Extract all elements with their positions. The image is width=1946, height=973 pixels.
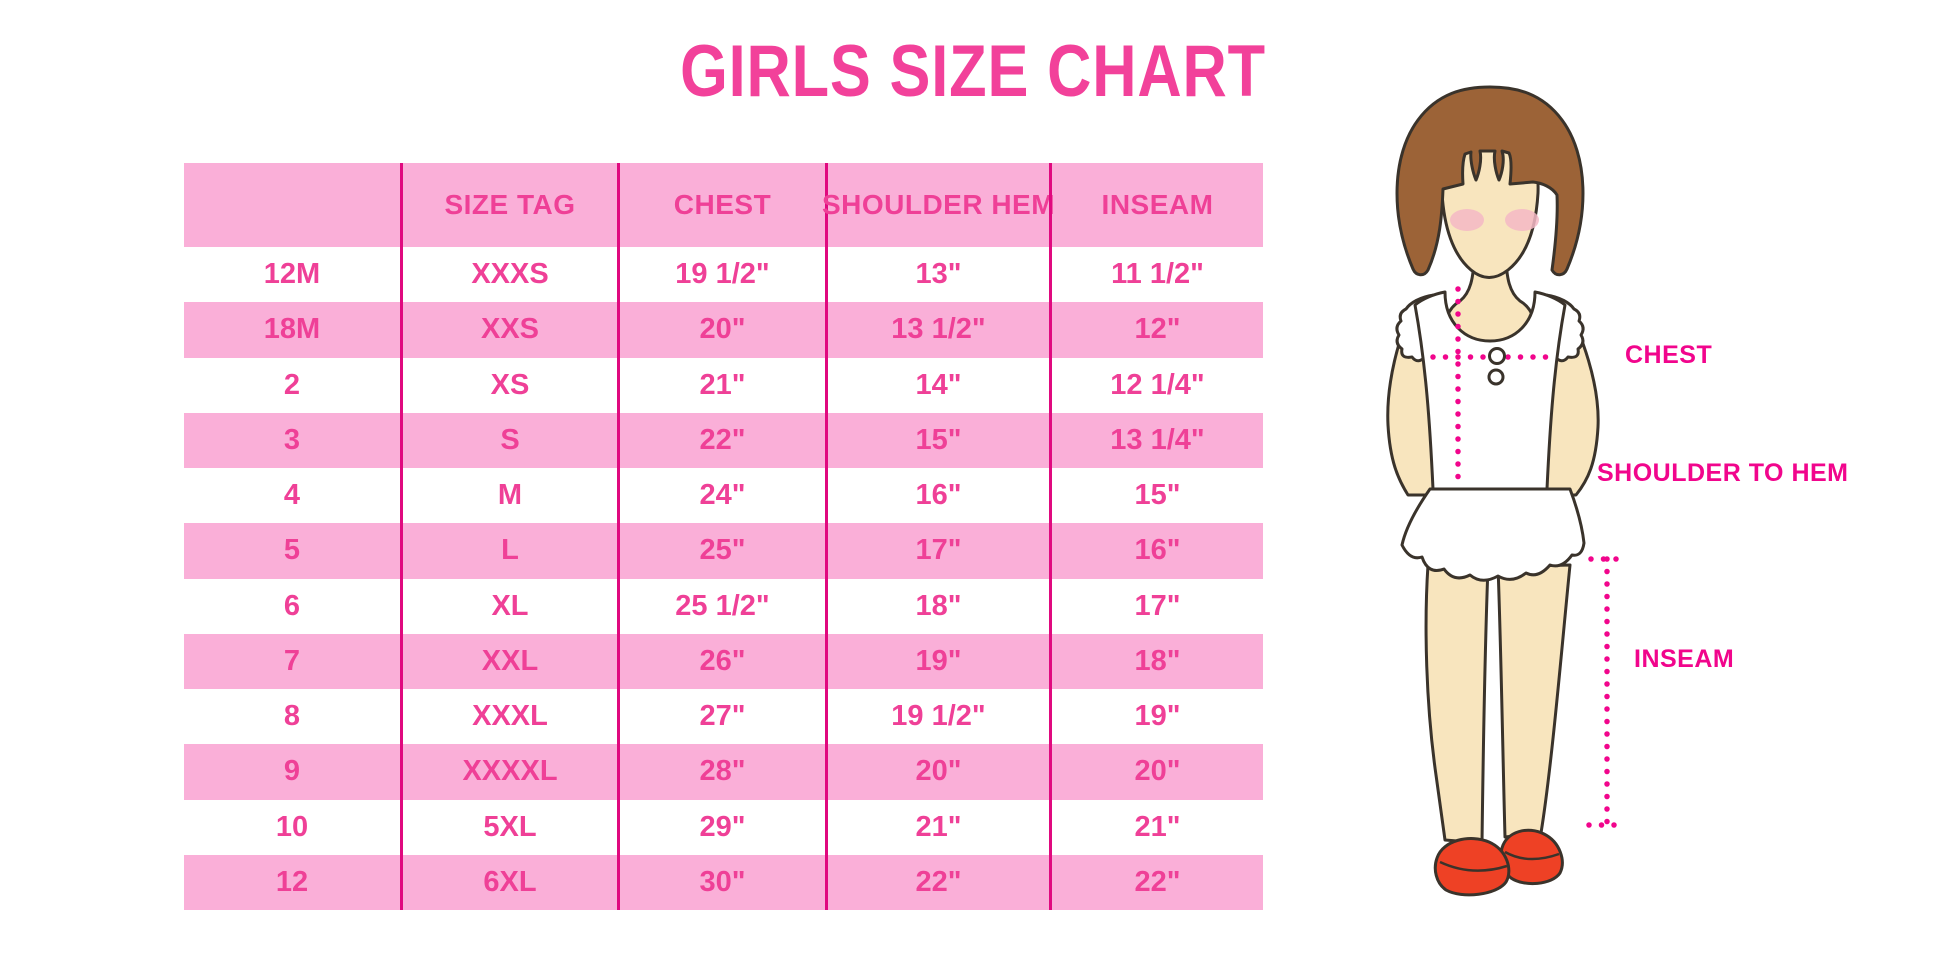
table-cell: 21" <box>1049 799 1263 855</box>
table-cell: 11 1/2" <box>1049 247 1263 303</box>
table-row: 9 XXXXL 28" 20" 20" <box>184 744 1263 800</box>
legs <box>1424 563 1572 845</box>
table-cell: 5XL <box>400 799 617 855</box>
table-cell: 29" <box>617 799 825 855</box>
table-row: 12M XXXS 19 1/2" 13" 11 1/2" <box>184 247 1263 303</box>
dress-buttons <box>1487 347 1506 386</box>
table-cell: L <box>400 523 617 579</box>
table-cell: 14" <box>825 357 1049 413</box>
table-cell: 18" <box>1049 633 1263 689</box>
table-cell: XS <box>400 357 617 413</box>
table-row: 7 XXL 26" 19" 18" <box>184 633 1263 689</box>
dress-top <box>1413 290 1567 491</box>
table-cell: 21" <box>825 799 1049 855</box>
table-cell: 19 1/2" <box>617 247 825 303</box>
blush-left <box>1450 209 1484 231</box>
table-cell: 22" <box>1049 854 1263 910</box>
hair <box>1395 85 1585 277</box>
page-title: GIRLS SIZE CHART <box>680 31 1266 112</box>
size-table: SIZE TAG CHEST SHOULDER HEM INSEAM 12M XXXS 1… <box>184 163 1263 910</box>
column-header-blank <box>184 163 400 247</box>
table-cell: 12" <box>1049 302 1263 358</box>
table-cell: 24" <box>617 468 825 524</box>
table-cell: XXXL <box>400 689 617 745</box>
table-cell: XXS <box>400 302 617 358</box>
table-cell: 25 1/2" <box>617 578 825 634</box>
table-row: 8 XXXL 27" 19 1/2" 19" <box>184 689 1263 745</box>
table-cell: 12M <box>263 258 321 291</box>
table-cell: 12 1/4" <box>1049 357 1263 413</box>
table-cell: 17" <box>825 523 1049 579</box>
table-cell: 18" <box>825 578 1049 634</box>
table-cell: 13 1/2" <box>825 302 1049 358</box>
table-row: 2 XS 21" 14" 12 1/4" <box>184 357 1263 413</box>
table-cell: 13 1/4" <box>1049 412 1263 468</box>
table-cell: 30" <box>617 854 825 910</box>
table-cell: 3 <box>283 423 301 456</box>
table-cell: XXXXL <box>400 744 617 800</box>
table-cell: 19" <box>1049 689 1263 745</box>
table-cell: 15" <box>825 412 1049 468</box>
column-header: SIZE TAG <box>400 163 617 247</box>
shoes <box>1433 828 1564 897</box>
chest-label: CHEST <box>1625 341 1713 369</box>
blush-right <box>1505 209 1539 231</box>
table-cell: 17" <box>1049 578 1263 634</box>
size-table-header: SIZE TAG CHEST SHOULDER HEM INSEAM <box>184 163 1263 247</box>
table-cell: 16" <box>825 468 1049 524</box>
table-cell: 20" <box>1049 744 1263 800</box>
table-row: 10 5XL 29" 21" 21" <box>184 799 1263 855</box>
table-cell: 16" <box>1049 523 1263 579</box>
table-cell: 28" <box>617 744 825 800</box>
table-cell: 9 <box>283 755 301 788</box>
table-cell: 6XL <box>400 854 617 910</box>
table-cell: 22" <box>825 854 1049 910</box>
column-header: SHOULDER HEM <box>822 163 1055 247</box>
table-cell: 26" <box>617 633 825 689</box>
table-cell: M <box>400 468 617 524</box>
table-cell: 20" <box>825 744 1049 800</box>
table-cell: 10 <box>275 810 309 843</box>
table-cell: 5 <box>283 534 301 567</box>
table-cell: 19" <box>825 633 1049 689</box>
table-row: 3 S 22" 15" 13 1/4" <box>184 412 1263 468</box>
table-cell: XXXS <box>400 247 617 303</box>
table-row: 12 6XL 30" 22" 22" <box>184 854 1263 910</box>
table-cell: 25" <box>617 523 825 579</box>
table-cell: 27" <box>617 689 825 745</box>
girl-figure-illustration <box>1386 85 1626 897</box>
table-cell: 12 <box>275 865 309 898</box>
table-row: 18M XXS 20" 13 1/2" 12" <box>184 302 1263 358</box>
table-cell: 4 <box>283 479 301 512</box>
inseam-label: INSEAM <box>1634 645 1735 673</box>
table-cell: 7 <box>283 644 301 677</box>
table-cell: S <box>400 412 617 468</box>
shoulder-to-hem-label: SHOULDER TO HEM <box>1597 459 1849 487</box>
column-header: CHEST <box>617 163 825 247</box>
table-cell: 21" <box>617 357 825 413</box>
dress-skirt <box>1400 487 1586 582</box>
table-cell: 20" <box>617 302 825 358</box>
table-row: 6 XL 25 1/2" 18" 17" <box>184 578 1263 634</box>
table-cell: 13" <box>825 247 1049 303</box>
table-cell: 2 <box>283 368 301 401</box>
column-header: INSEAM <box>1049 163 1263 247</box>
table-cell: 6 <box>283 589 301 622</box>
size-table-body: 12M XXXS 19 1/2" 13" 11 1/2" 18M XXS 20" 13 1/2"… <box>184 247 1263 910</box>
table-cell: 15" <box>1049 468 1263 524</box>
table-cell: 18M <box>263 313 321 346</box>
table-cell: XXL <box>400 633 617 689</box>
table-cell: XL <box>400 578 617 634</box>
table-cell: 22" <box>617 412 825 468</box>
table-row: 4 M 24" 16" 15" <box>184 468 1263 524</box>
table-cell: 19 1/2" <box>825 689 1049 745</box>
table-cell: 8 <box>283 700 301 733</box>
table-row: 5 L 25" 17" 16" <box>184 523 1263 579</box>
